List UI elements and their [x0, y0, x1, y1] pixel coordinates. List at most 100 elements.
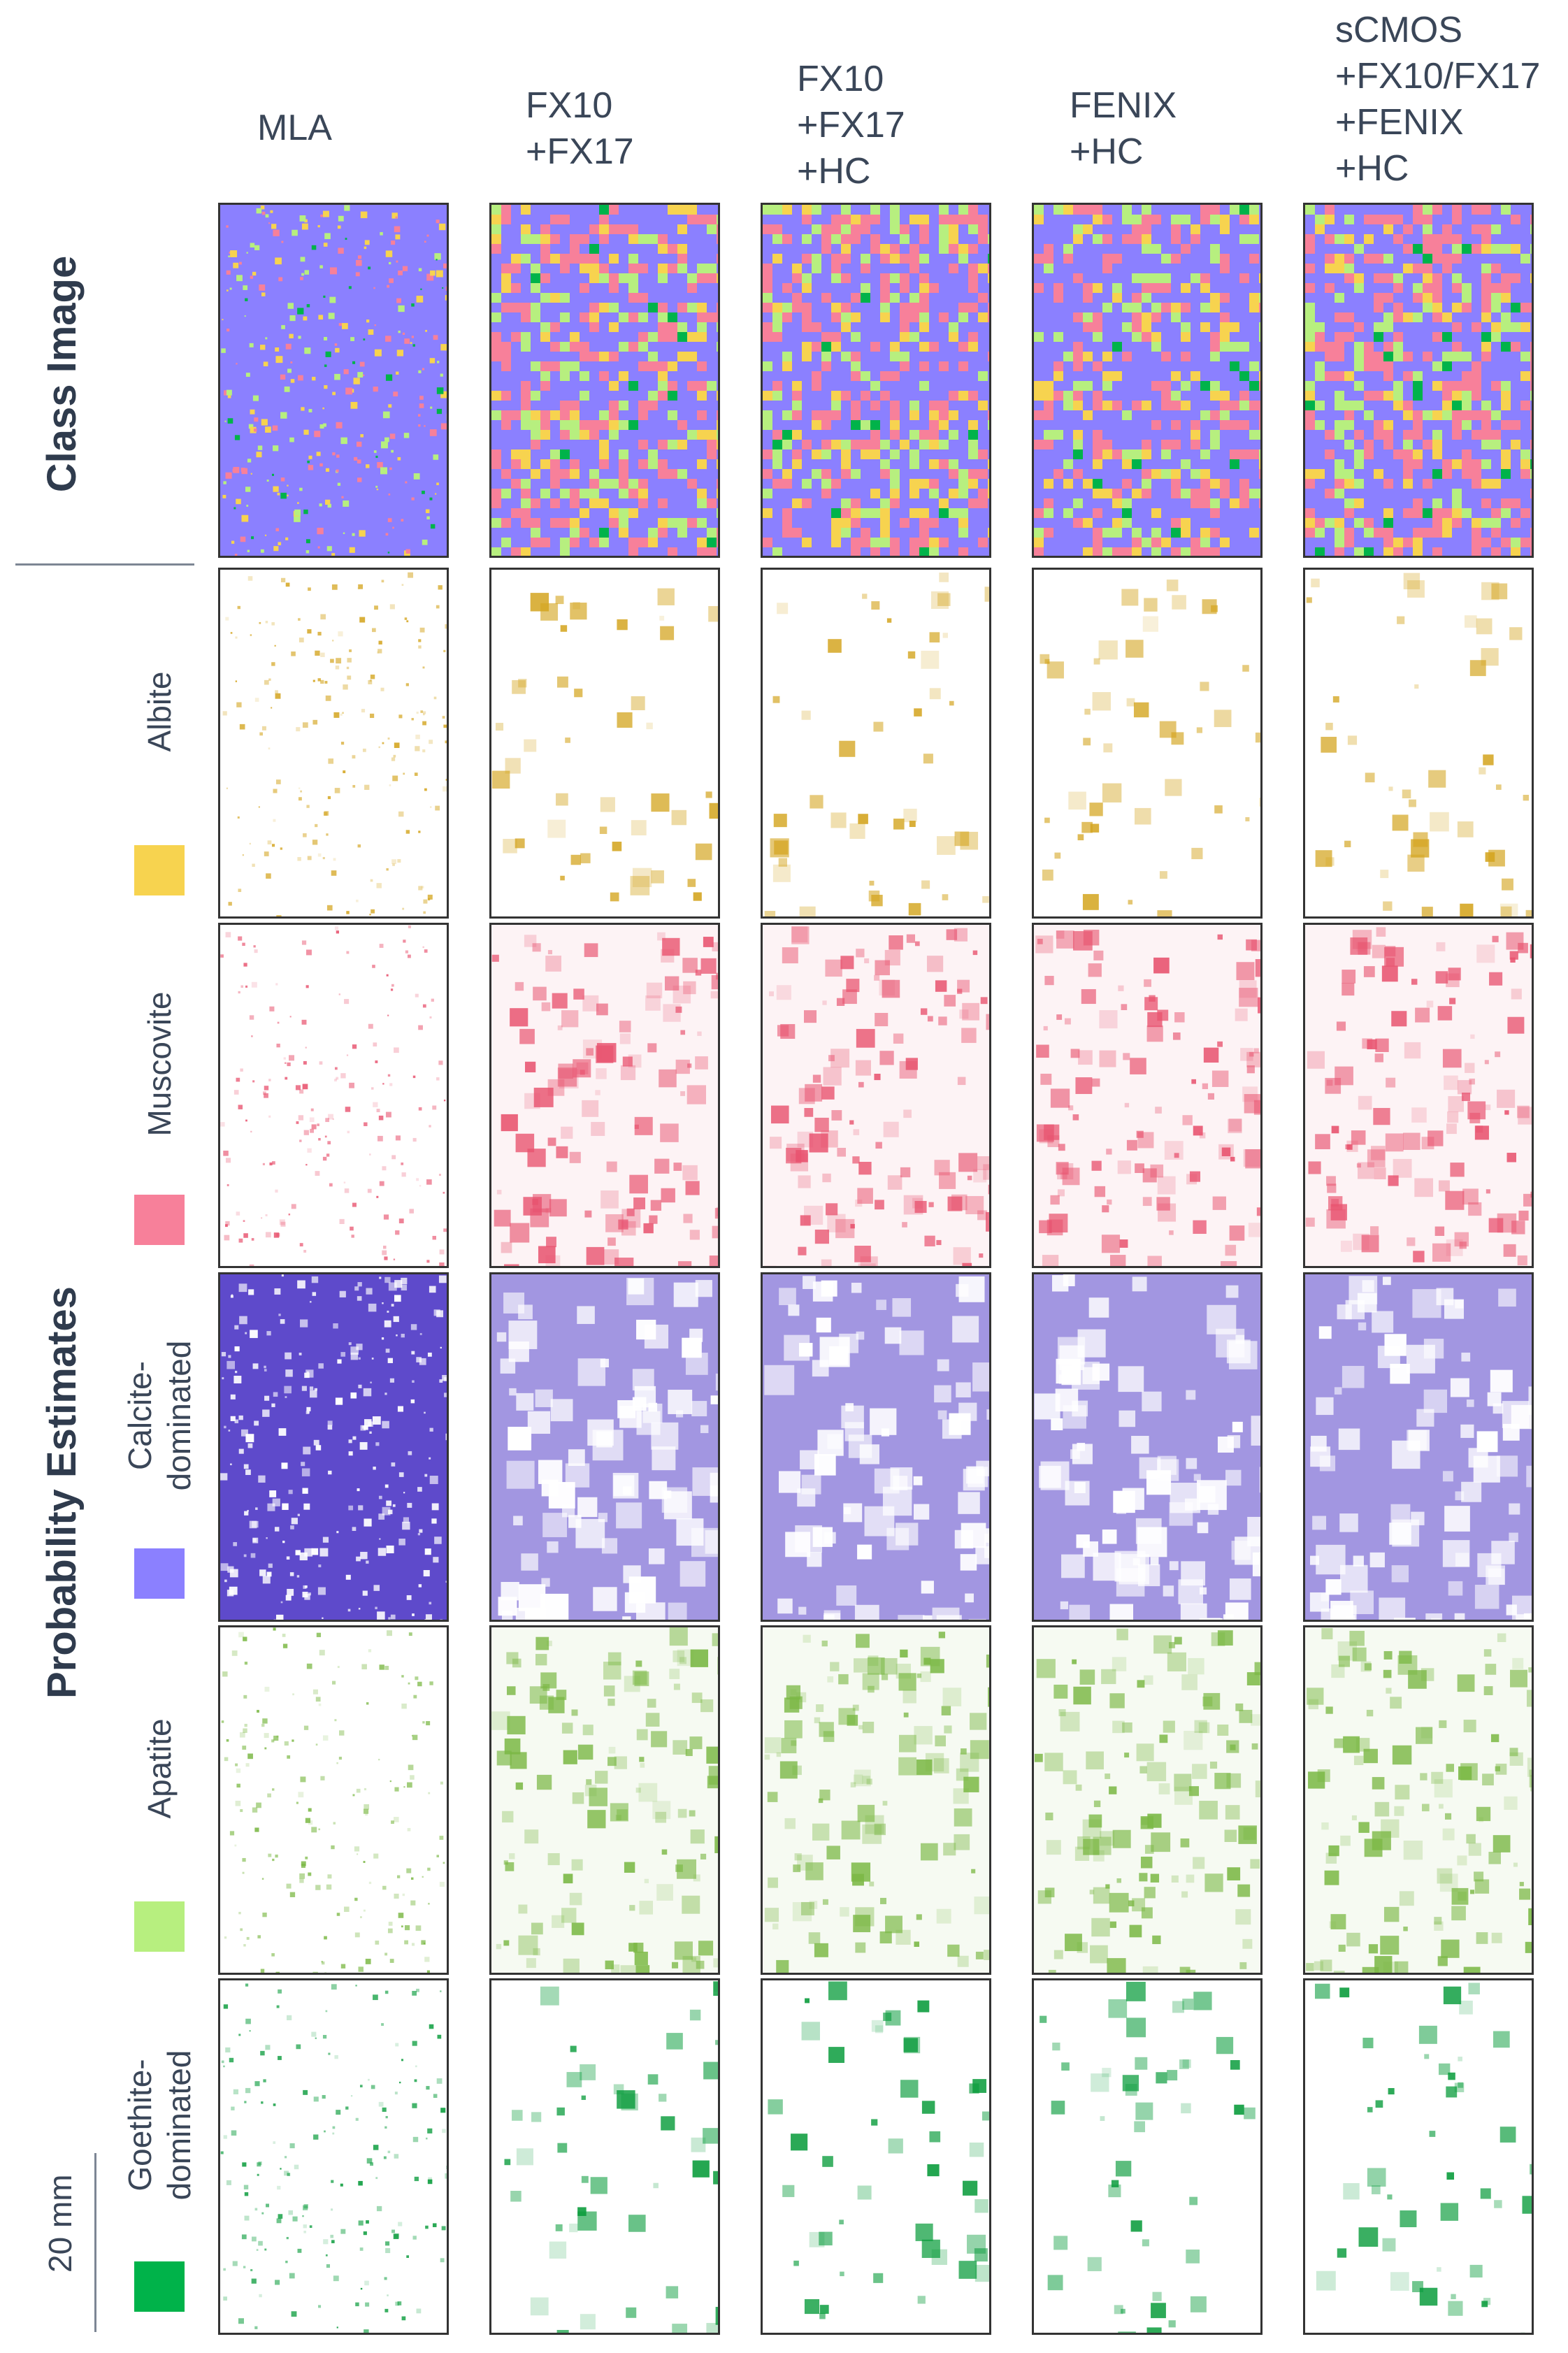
prob-spot: [988, 1687, 989, 1707]
class-cell: [870, 489, 880, 498]
class-cell: [1442, 381, 1452, 391]
class-cell: [1171, 479, 1181, 489]
prob-hole: [1473, 1455, 1500, 1483]
prob-spot: [1466, 1834, 1476, 1844]
class-cell: [909, 508, 919, 518]
prob-spot: [979, 1253, 984, 1258]
class-cell: [1354, 283, 1364, 293]
prob-spot: [360, 1916, 362, 1918]
prob-spot: [1437, 2267, 1441, 2272]
class-cell: [841, 352, 851, 361]
class-cell: [870, 430, 880, 440]
prob-spot: [345, 2106, 349, 2110]
class-speck: [422, 539, 428, 545]
prob-spot: [857, 2185, 872, 2200]
prob-spot: [238, 1632, 244, 1638]
class-speck: [436, 270, 443, 278]
class-cell: [1491, 244, 1501, 254]
prob-spot: [666, 2286, 679, 2298]
prob-spot: [1109, 1892, 1129, 1913]
class-speck: [344, 205, 350, 211]
prob-spot: [974, 2199, 988, 2213]
prob-spot: [423, 911, 426, 914]
class-cell: [697, 303, 707, 312]
prob-spot: [422, 721, 426, 726]
prob-hole: [419, 1332, 422, 1335]
prob-spot: [346, 951, 350, 954]
class-cell: [1210, 244, 1220, 254]
prob-spot: [355, 2117, 359, 2121]
class-cell: [821, 293, 831, 303]
class-cell: [958, 205, 968, 215]
class-speck: [300, 277, 303, 280]
prob-spot: [954, 1808, 972, 1827]
prob-hole: [913, 1504, 930, 1520]
class-cell: [707, 273, 717, 283]
prob-spot: [827, 1676, 834, 1683]
prob-spot: [352, 784, 356, 788]
class-cell: [1132, 449, 1142, 459]
class-cell: [1452, 205, 1462, 215]
prob-spot: [899, 1060, 917, 1079]
prob-hole: [1474, 1585, 1499, 1609]
prob-spot: [250, 634, 252, 636]
class-cell: [968, 303, 978, 312]
class-cell: [540, 430, 550, 440]
class-cell: [677, 224, 687, 234]
prob-hole: [440, 1346, 442, 1348]
class-speck: [324, 364, 327, 367]
class-cell: [1239, 479, 1249, 489]
class-cell: [1520, 352, 1530, 361]
prob-hole: [350, 1352, 359, 1360]
class-cell: [831, 391, 841, 401]
prob-spot: [252, 1807, 258, 1813]
prob-spot: [299, 1089, 304, 1094]
prob-spot: [974, 2248, 988, 2262]
prob-hole: [1516, 1614, 1531, 1620]
prob-spot: [1174, 1773, 1192, 1792]
prob-spot: [394, 1817, 399, 1822]
prob-hole: [827, 1434, 842, 1449]
prob-spot: [1123, 1053, 1130, 1060]
prob-spot: [654, 1158, 670, 1174]
prob-spot: [220, 1122, 225, 1127]
class-cell: [1161, 273, 1171, 283]
prob-spot: [320, 679, 324, 684]
prob-spot: [582, 1725, 594, 1736]
class-cell: [1432, 234, 1442, 244]
prob-spot: [1239, 988, 1258, 1007]
class-cell: [772, 459, 782, 469]
prob-hole: [385, 1348, 390, 1353]
class-cell: [648, 391, 658, 401]
prob-spot: [363, 1808, 369, 1814]
prob-spot: [435, 805, 440, 811]
class-cell: [599, 420, 609, 430]
prob-spot: [426, 1721, 431, 1726]
prob-spot: [275, 779, 281, 784]
class-cell: [1259, 322, 1260, 332]
prob-spot: [862, 1776, 870, 1784]
class-cell: [1481, 264, 1491, 273]
prob-spot: [398, 1218, 404, 1223]
class-cell: [1423, 264, 1432, 273]
class-cell: [1142, 440, 1151, 449]
prob-spot: [706, 2323, 718, 2333]
prob-spot: [1418, 2025, 1437, 2044]
class-cell: [1393, 303, 1403, 312]
class-speck: [304, 219, 308, 223]
class-cell: [628, 381, 638, 391]
prob-hole: [386, 1500, 392, 1506]
prob-spot: [905, 1058, 918, 1070]
class-cell: [1403, 479, 1413, 489]
prob-spot: [252, 1080, 255, 1083]
class-cell: [1354, 244, 1364, 254]
class-speck: [297, 308, 304, 315]
prob-spot: [383, 1214, 389, 1220]
class-cell: [1344, 528, 1354, 538]
prob-spot: [358, 2180, 363, 2186]
prob-spot: [656, 1884, 673, 1901]
class-speck: [336, 454, 340, 458]
class-cell: [560, 293, 570, 303]
prob-spot: [803, 1634, 811, 1643]
class-speck: [357, 372, 364, 378]
